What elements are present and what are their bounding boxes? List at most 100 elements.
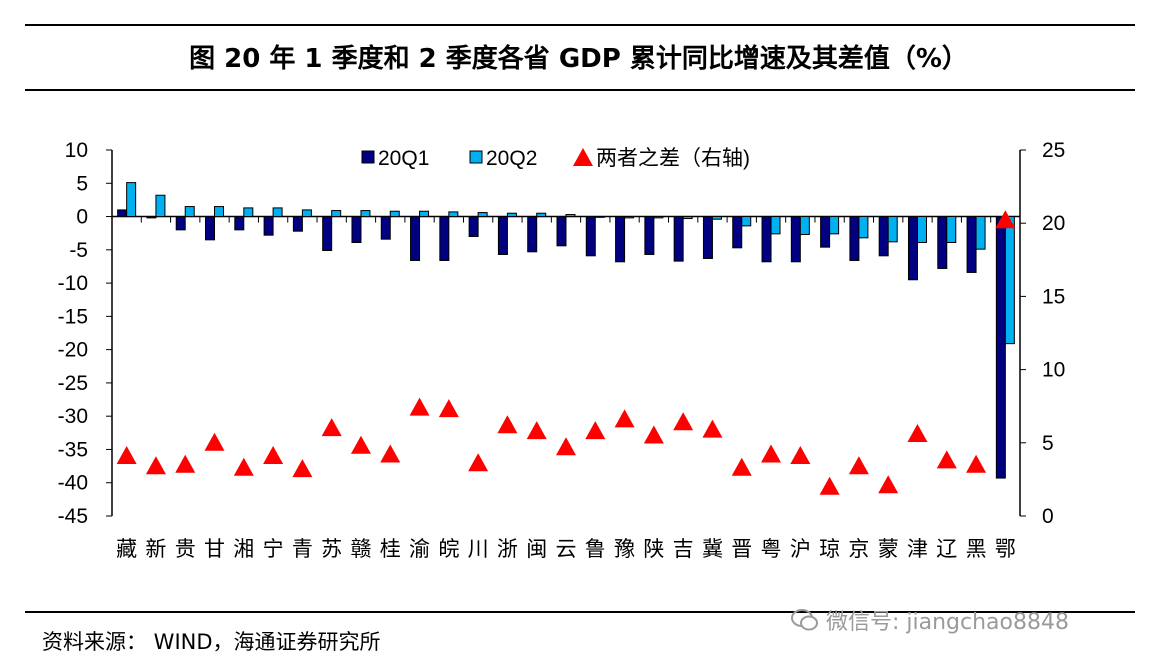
- category-label: 津: [907, 538, 928, 561]
- watermark-text: 微信号: jiangchao8848: [826, 610, 1069, 635]
- left-tick-label: 10: [65, 139, 88, 162]
- category-label: 鲁: [585, 538, 606, 561]
- bar-20Q2: [594, 216, 605, 218]
- right-tick-label: 10: [1042, 359, 1065, 382]
- bar-20Q2: [536, 212, 547, 218]
- category-label: 豫: [614, 538, 635, 561]
- category-label: 赣: [350, 538, 371, 561]
- bar-20Q1: [205, 216, 216, 241]
- diff-marker: [907, 424, 928, 443]
- category-label: 琼: [819, 538, 840, 561]
- diff-marker: [761, 444, 782, 463]
- top-rule: [25, 24, 1135, 26]
- left-tick-label: -30: [58, 405, 88, 428]
- diff-marker: [292, 459, 313, 478]
- diff-marker: [966, 454, 987, 473]
- bar-20Q2: [975, 216, 986, 250]
- category-label: 沪: [790, 538, 811, 561]
- bar-20Q1: [497, 216, 508, 255]
- bar-20Q2: [301, 209, 312, 218]
- category-label: 云: [556, 538, 577, 561]
- category-label: 浙: [497, 538, 518, 561]
- right-tick-label: 0: [1042, 505, 1054, 528]
- source-note: 资料来源： WIND，海通证券研究所: [42, 630, 381, 654]
- diff-marker: [263, 445, 284, 464]
- category-label: 陕: [643, 538, 664, 561]
- category-label: 蒙: [878, 538, 899, 561]
- left-tick-label: -10: [58, 272, 88, 295]
- category-label: 皖: [438, 538, 459, 561]
- diff-marker: [380, 444, 401, 463]
- diff-marker: [731, 457, 752, 476]
- diff-marker: [497, 415, 518, 434]
- diff-marker: [526, 421, 547, 440]
- bar-20Q2: [653, 216, 664, 219]
- category-label: 晋: [731, 538, 752, 561]
- bar-20Q1: [234, 216, 245, 231]
- diff-marker: [702, 419, 723, 438]
- left-tick-label: -5: [69, 239, 88, 262]
- diff-marker: [321, 418, 342, 437]
- bar-20Q2: [711, 216, 722, 220]
- bar-20Q1: [410, 216, 421, 261]
- legend-label-20q1: 20Q1: [378, 147, 429, 170]
- diff-marker: [233, 457, 254, 476]
- bar-20Q1: [351, 216, 362, 243]
- category-label: 辽: [936, 538, 957, 561]
- diff-marker: [936, 450, 957, 469]
- category-label: 贵: [175, 538, 196, 561]
- diff-marker: [878, 475, 899, 494]
- diff-marker: [673, 412, 694, 431]
- diff-marker: [116, 445, 137, 464]
- bar-20Q1: [439, 216, 450, 261]
- category-label: 桂: [380, 538, 401, 561]
- bar-20Q1: [380, 216, 391, 240]
- category-label: 黑: [966, 538, 987, 561]
- chart-title: 图 20 年 1 季度和 2 季度各省 GDP 累计同比增速及其差值（%）: [189, 44, 968, 74]
- category-label: 湘: [233, 538, 254, 561]
- category-label: 粤: [761, 538, 782, 561]
- diff-marker: [614, 409, 635, 428]
- category-label: 藏: [116, 538, 137, 561]
- diff-marker: [995, 210, 1016, 229]
- left-tick-label: -25: [58, 372, 88, 395]
- title-rule: [25, 89, 1135, 91]
- bar-20Q2: [624, 216, 635, 219]
- category-label: 闽: [526, 538, 547, 561]
- bar-20Q1: [263, 216, 274, 236]
- left-tick-label: -20: [58, 339, 88, 362]
- category-label: 新: [145, 538, 166, 561]
- diff-marker: [790, 445, 811, 464]
- bar-20Q1: [673, 216, 684, 262]
- bar-20Q1: [761, 216, 772, 263]
- watermark: 微信号: jiangchao8848: [790, 604, 1069, 636]
- category-label: 青: [292, 538, 313, 561]
- diff-marker: [585, 421, 606, 440]
- bar-20Q1: [995, 216, 1006, 479]
- bar-20Q1: [615, 216, 626, 263]
- bar-20Q2: [243, 207, 254, 218]
- bottom-rule: [25, 611, 1135, 613]
- diff-marker: [409, 397, 430, 416]
- bar-20Q1: [146, 216, 157, 219]
- bar-20Q1: [907, 216, 918, 281]
- bar-20Q1: [322, 216, 333, 251]
- left-tick-label: 0: [76, 206, 88, 229]
- bar-20Q1: [117, 209, 128, 218]
- bar-20Q2: [741, 216, 752, 227]
- legend-marker-diff: [573, 148, 593, 166]
- bar-20Q1: [790, 216, 801, 263]
- legend-label-20q2: 20Q2: [486, 147, 537, 170]
- bar-20Q2: [565, 214, 576, 218]
- bar-20Q1: [732, 216, 743, 249]
- bar-20Q2: [184, 206, 195, 218]
- bar-20Q1: [468, 216, 479, 238]
- bar-20Q1: [292, 216, 303, 232]
- wechat-icon: [791, 609, 818, 631]
- bar-20Q2: [448, 211, 459, 218]
- bar-20Q2: [946, 216, 957, 243]
- bar-20Q2: [506, 212, 517, 218]
- right-tick-label: 15: [1042, 285, 1065, 308]
- legend-swatch-20q2: [469, 150, 483, 164]
- diff-marker: [145, 456, 166, 475]
